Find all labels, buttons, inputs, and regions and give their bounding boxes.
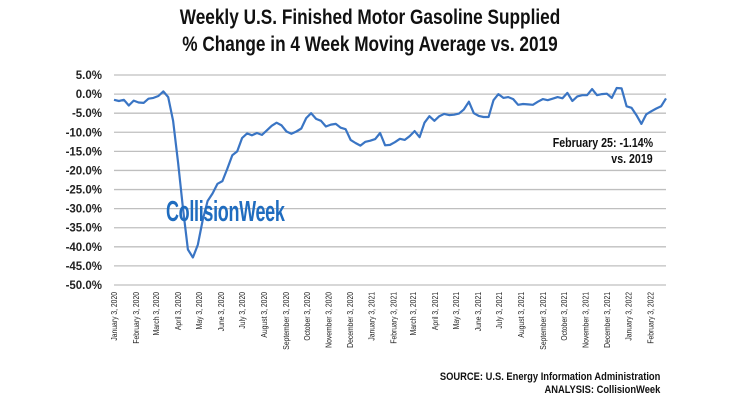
x-tick-label: October 3, 2020	[302, 292, 312, 341]
annotation-line2: vs. 2019	[611, 152, 653, 166]
x-tick-label: July 3, 2020	[238, 292, 248, 329]
x-tick-label: May 3, 2021	[452, 292, 462, 329]
x-tick-label: June 3, 2020	[216, 292, 226, 331]
x-tick-label: November 3, 2021	[581, 292, 591, 348]
x-tick-label: August 3, 2020	[259, 292, 269, 338]
x-tick-label: December 3, 2020	[345, 292, 355, 348]
x-tick-label: January 3, 2021	[367, 292, 377, 341]
y-tick-label: -50.0%	[66, 280, 102, 292]
x-tick-label: September 3, 2021	[538, 292, 548, 350]
x-tick-label: February 3, 2022	[646, 292, 656, 344]
y-tick-label: -45.0%	[66, 261, 102, 273]
x-tick-label: September 3, 2020	[281, 292, 291, 350]
x-tick-label: July 3, 2021	[495, 292, 505, 329]
x-tick-label: February 3, 2020	[131, 292, 141, 344]
x-tick-label: December 3, 2021	[602, 292, 612, 348]
x-tick-label: April 3, 2021	[431, 292, 441, 330]
x-tick-label: April 3, 2020	[174, 292, 184, 330]
x-tick-label: January 3, 2020	[109, 292, 119, 341]
y-tick-label: 0.0%	[76, 89, 102, 101]
chart-subtitle: % Change in 4 Week Moving Average vs. 20…	[182, 33, 558, 56]
x-tick-label: March 3, 2021	[409, 292, 419, 335]
y-tick-label: -10.0%	[66, 127, 102, 139]
y-tick-label: -40.0%	[66, 242, 102, 254]
x-tick-label: February 3, 2021	[389, 292, 399, 344]
y-tick-label: -20.0%	[66, 165, 102, 177]
y-tick-label: 5.0%	[76, 70, 102, 82]
y-tick-label: -25.0%	[66, 185, 102, 197]
x-tick-label: October 3, 2021	[559, 292, 569, 341]
y-tick-label: -35.0%	[66, 223, 102, 235]
x-tick-label: May 3, 2020	[195, 292, 205, 329]
collisionweek-watermark: CollisionWeek	[166, 196, 285, 228]
x-tick-label: June 3, 2021	[473, 292, 483, 331]
x-tick-label: August 3, 2021	[516, 292, 526, 338]
y-tick-label: -30.0%	[66, 204, 102, 216]
annotation-line1: February 25: -1.14%	[552, 136, 653, 150]
source-note: SOURCE: U.S. Energy Information Administ…	[439, 371, 660, 383]
analysis-note: ANALYSIS: CollisionWeek	[544, 384, 660, 396]
x-tick-label: November 3, 2020	[324, 292, 334, 348]
x-tick-label: January 3, 2022	[624, 292, 634, 341]
chart-title: Weekly U.S. Finished Motor Gasoline Supp…	[179, 6, 561, 29]
x-tick-label: March 3, 2020	[152, 292, 162, 335]
y-tick-label: -5.0%	[72, 108, 102, 120]
y-tick-label: -15.0%	[66, 146, 102, 158]
